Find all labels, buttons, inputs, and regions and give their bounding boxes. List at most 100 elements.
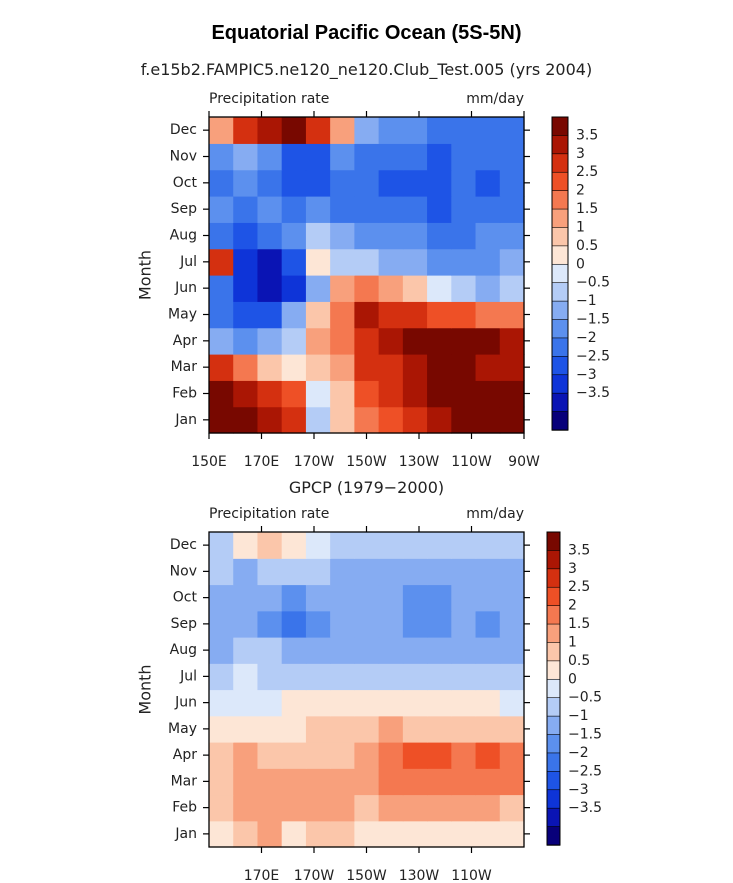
panel1-cell-sep-220 (378, 196, 404, 223)
panel2-cell-jul-210 (354, 663, 380, 691)
panel1-colorbar-box-10 (551, 300, 569, 321)
panel2-cell-jan-160 (233, 820, 259, 848)
panel1-cell-feb-190 (305, 380, 331, 408)
panel2-cell-apr-150 (209, 742, 234, 769)
panel1-cell-feb-180 (281, 380, 307, 408)
panel2-cell-feb-210 (354, 794, 380, 822)
panel2-cell-feb-180 (281, 794, 307, 822)
panel2-cell-sep-260 (475, 610, 501, 638)
panel2-cell-oct-200 (330, 584, 355, 612)
panel2-cell-mar-230 (402, 768, 428, 796)
panel1-cell-jun-200 (330, 275, 355, 302)
panel1-cell-dec-170 (257, 117, 283, 144)
panel1-cell-apr-240 (427, 327, 452, 355)
panel1-cell-dec-200 (330, 117, 355, 144)
panel1-cell-may-270 (499, 301, 525, 329)
panel2-ylabel-dec: Dec (170, 537, 197, 553)
panel2-cell-nov-240 (427, 558, 452, 586)
panel2-cell-nov-210 (354, 558, 380, 586)
panel2-cell-jun-260 (475, 689, 501, 717)
panel1-cell-may-200 (330, 301, 355, 329)
panel1-xlabel-170e: 170E (244, 454, 280, 470)
panel1-cell-sep-240 (427, 196, 452, 223)
panel2-colorbar-label-6: 0.5 (568, 653, 590, 669)
panel1-colorbar-box-6 (551, 227, 569, 247)
panel2-cell-aug-200 (330, 637, 355, 664)
panel2-cell-feb-250 (451, 794, 477, 822)
panel1-cell-feb-220 (378, 380, 404, 408)
panel1-cell-apr-160 (233, 327, 259, 355)
panel2-cell-may-200 (330, 715, 355, 743)
panel1-colorbar-box-0 (551, 116, 569, 137)
panel1-cell-dec-210 (354, 117, 380, 144)
panel2-ylabel-jan: Jan (174, 826, 197, 842)
panel1-xlabel-110w: 110W (451, 454, 492, 470)
panel2-cell-sep-180 (281, 610, 307, 638)
panel2-cell-jun-160 (233, 689, 259, 717)
panel1-cell-sep-260 (475, 196, 501, 223)
panel2-colorbar-box-12 (546, 752, 561, 773)
panel2-cell-oct-170 (257, 584, 283, 612)
panel2-cell-may-180 (281, 715, 307, 743)
panel1-colorbar-label-4: 1.5 (576, 201, 598, 217)
panel1-cell-jun-210 (354, 275, 380, 302)
panel2-colorbar-box-16 (546, 826, 561, 846)
panel2-cell-jan-170 (257, 820, 283, 848)
panel1-cell-apr-230 (402, 327, 428, 355)
panel1-cell-nov-210 (354, 143, 380, 171)
panel1-cell-may-230 (402, 301, 428, 329)
panel1-cell-feb-210 (354, 380, 380, 408)
panel2-cell-may-230 (402, 715, 428, 743)
panel2-xlabel-150w: 150W (346, 868, 387, 883)
panel2-cell-dec-250 (451, 532, 477, 559)
panel2-cell-jul-240 (427, 663, 452, 691)
panel1-cell-feb-160 (233, 380, 259, 408)
panel2-cell-may-210 (354, 715, 380, 743)
panel2-cell-oct-240 (427, 584, 452, 612)
panel2-cell-apr-170 (257, 742, 283, 769)
panel1-colorbar-box-13 (551, 356, 569, 376)
panel2-cell-dec-270 (499, 532, 525, 559)
panel2-colorbar-box-0 (546, 531, 561, 552)
panel1-cell-jan-250 (451, 406, 477, 434)
panel2-cell-dec-220 (378, 532, 404, 559)
panel2-cell-sep-210 (354, 610, 380, 638)
panel2-cell-aug-230 (402, 637, 428, 664)
panel1-cell-aug-170 (257, 222, 283, 250)
panel1-cell-mar-160 (233, 354, 259, 381)
panel1-cell-sep-250 (451, 196, 477, 223)
panel2-cell-aug-260 (475, 637, 501, 664)
panel1-ylabel-aug: Aug (170, 228, 197, 244)
panel1-cell-jun-190 (305, 275, 331, 302)
panel1-colorbar-label-12: −2.5 (576, 348, 610, 364)
panel2-cell-oct-250 (451, 584, 477, 612)
panel1-cell-mar-200 (330, 354, 355, 381)
panel2-cell-dec-260 (475, 532, 501, 559)
panel1-colorbar-box-3 (551, 171, 569, 192)
panel2-cell-jul-180 (281, 663, 307, 691)
panel1-variable-label: Precipitation rate (209, 91, 329, 107)
panel1-cell-oct-170 (257, 169, 283, 197)
panel1-cell-aug-250 (451, 222, 477, 250)
panel2-cell-apr-240 (427, 742, 452, 769)
panel1-cell-may-180 (281, 301, 307, 329)
panel1-xlabel-150w: 150W (346, 454, 387, 470)
panel2-colorbar-box-15 (546, 807, 561, 828)
panel2-cell-jun-270 (499, 689, 525, 717)
panel1-cell-jan-210 (354, 406, 380, 434)
panel2-cell-may-270 (499, 715, 525, 743)
panel1-cell-dec-260 (475, 117, 501, 144)
panel1-cell-may-260 (475, 301, 501, 329)
panel2-cell-sep-220 (378, 610, 404, 638)
panel1-cell-may-220 (378, 301, 404, 329)
panel2-cell-sep-230 (402, 610, 428, 638)
panel1-colorbar-box-11 (551, 319, 569, 339)
panel2-cell-mar-150 (209, 768, 234, 796)
panel2-month-axis-title: Month (136, 664, 155, 714)
panel2-cell-jul-160 (233, 663, 259, 691)
panel2-cell-jul-200 (330, 663, 355, 691)
panel2-colorbar-label-8: −0.5 (568, 690, 602, 706)
panel2-cell-apr-210 (354, 742, 380, 769)
panel2-cell-nov-180 (281, 558, 307, 586)
panel2-colorbar-label-5: 1 (568, 634, 577, 650)
